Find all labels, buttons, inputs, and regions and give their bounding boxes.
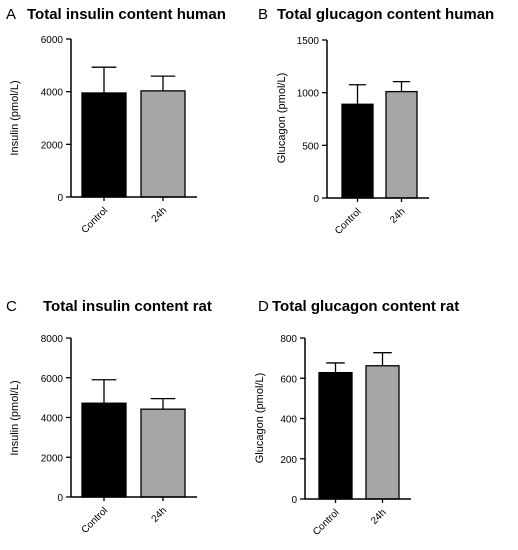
- x-tick-label: 24h: [150, 505, 170, 525]
- panel-letter: D: [258, 298, 269, 315]
- chart-title: Total glucagon content human: [277, 6, 494, 23]
- chart-panel-a: A Total insulin content human Insulin (pmo…: [6, 6, 226, 236]
- chart-panel-c: C Total insulin content rat Insulin (pmol/…: [6, 298, 212, 536]
- y-tick-label: 8000: [41, 334, 64, 345]
- chart-panel-b: B Total glucagon content human Glucagon (p…: [258, 6, 494, 237]
- panel-letter: B: [258, 6, 268, 23]
- y-tick-label: 6000: [41, 374, 64, 385]
- x-tick-label: 24h: [388, 206, 408, 226]
- y-tick-label: 0: [291, 495, 297, 506]
- x-tick-label: Control: [311, 507, 342, 538]
- y-axis-label: Insulin (pmol/L): [9, 380, 21, 455]
- y-tick-label: 1000: [297, 89, 320, 100]
- chart-title: Total insulin content rat: [43, 298, 212, 315]
- y-axis-label: Glucagon (pmol/L): [276, 73, 288, 164]
- bar-24h: [140, 408, 186, 498]
- chart-panel-d: D Total glucagon content rat Glucagon (pmo…: [254, 298, 459, 538]
- bar-control: [81, 402, 127, 498]
- x-tick-label: 24h: [150, 205, 170, 225]
- y-tick-label: 4000: [41, 88, 64, 99]
- y-tick-label: 600: [280, 374, 297, 385]
- x-tick-label: 24h: [369, 507, 389, 527]
- y-tick-label: 500: [302, 141, 319, 152]
- y-tick-label: 2000: [41, 140, 64, 151]
- y-tick-label: 200: [280, 455, 297, 466]
- chart-title: Total glucagon content rat: [272, 298, 459, 315]
- y-tick-label: 2000: [41, 453, 64, 464]
- y-tick-label: 6000: [41, 35, 64, 46]
- x-tick-label: Control: [80, 205, 111, 236]
- y-tick-label: 0: [57, 493, 63, 504]
- x-tick-label: Control: [333, 206, 364, 237]
- panel-letter: C: [6, 298, 17, 315]
- y-tick-label: 1500: [297, 36, 320, 47]
- panel-letter: A: [6, 6, 16, 23]
- y-tick-label: 4000: [41, 414, 64, 425]
- bar-control: [81, 92, 127, 198]
- y-tick-label: 800: [280, 334, 297, 345]
- y-tick-label: 0: [57, 193, 63, 204]
- x-tick-label: Control: [80, 505, 111, 536]
- y-axis-label: Glucagon (pmol/L): [254, 373, 266, 464]
- bar-control: [341, 103, 374, 199]
- bar-24h: [365, 365, 400, 500]
- bar-24h: [385, 90, 418, 199]
- bar-control: [318, 371, 353, 500]
- chart-title: Total insulin content human: [27, 6, 226, 23]
- bar-24h: [140, 90, 186, 198]
- y-tick-label: 400: [280, 415, 297, 426]
- y-axis-label: Insulin (pmol/L): [9, 80, 21, 155]
- y-tick-label: 0: [313, 194, 319, 205]
